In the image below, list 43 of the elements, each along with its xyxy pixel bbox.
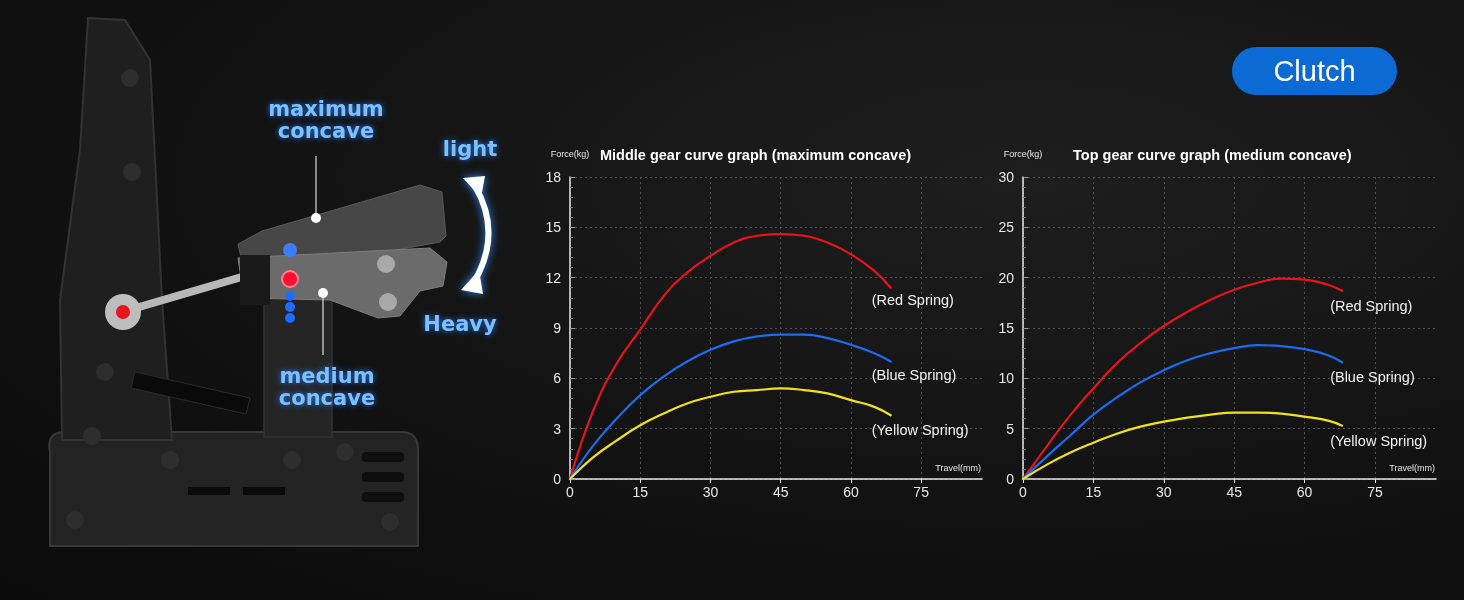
y-tick-label: 15 [545, 219, 562, 236]
y-tick-label: 30 [998, 169, 1015, 185]
y-tick-label: 25 [998, 219, 1015, 236]
y-tick-label: 5 [1006, 420, 1015, 437]
chart-title: Middle gear curve graph (maximum concave) [600, 146, 912, 163]
y-axis-title: Force(kg) [1003, 148, 1043, 159]
y-tick-label: 20 [998, 269, 1015, 286]
series-label: (Blue Spring) [871, 366, 957, 383]
x-tick-label: 75 [913, 484, 930, 500]
x-tick-label: 0 [566, 484, 575, 500]
x-axis-title: Travel(mm) [1389, 462, 1435, 473]
series-label: (Blue Spring) [1330, 369, 1415, 386]
x-tick-label: 45 [1226, 484, 1243, 500]
series-label: (Yellow Spring) [1330, 432, 1428, 449]
y-axis-title: Force(kg) [550, 148, 590, 159]
text: maximum concave [267, 97, 385, 143]
series-label: (Red Spring) [1330, 297, 1413, 314]
chart-title: Top gear curve graph (medium concave) [1073, 146, 1352, 163]
y-tick-label: 18 [545, 169, 562, 185]
y-tick-label: 10 [998, 370, 1015, 387]
x-tick-label: 45 [772, 484, 789, 500]
x-axis-title: Travel(mm) [935, 462, 981, 473]
text: Heavy [422, 312, 498, 336]
y-tick-label: 0 [1006, 471, 1015, 487]
series-label: (Red Spring) [871, 291, 954, 308]
x-tick-label: 60 [843, 484, 859, 500]
y-tick-label: 9 [553, 320, 562, 336]
x-tick-label: 30 [1156, 484, 1172, 500]
x-tick-label: 75 [1367, 484, 1383, 500]
x-tick-label: 15 [1085, 484, 1102, 500]
text: Clutch [1273, 55, 1356, 87]
y-tick-label: 15 [998, 320, 1015, 336]
x-tick-label: 60 [1296, 484, 1313, 500]
y-tick-label: 3 [553, 420, 562, 437]
x-tick-label: 0 [1019, 484, 1028, 500]
series-label: (Yellow Spring) [871, 422, 969, 439]
text: light [441, 137, 499, 161]
y-tick-label: 6 [553, 370, 562, 387]
text: medium concave [277, 364, 377, 410]
x-tick-label: 15 [632, 484, 649, 500]
y-tick-label: 12 [545, 269, 562, 286]
y-tick-label: 0 [553, 471, 562, 487]
x-tick-label: 30 [702, 484, 719, 500]
